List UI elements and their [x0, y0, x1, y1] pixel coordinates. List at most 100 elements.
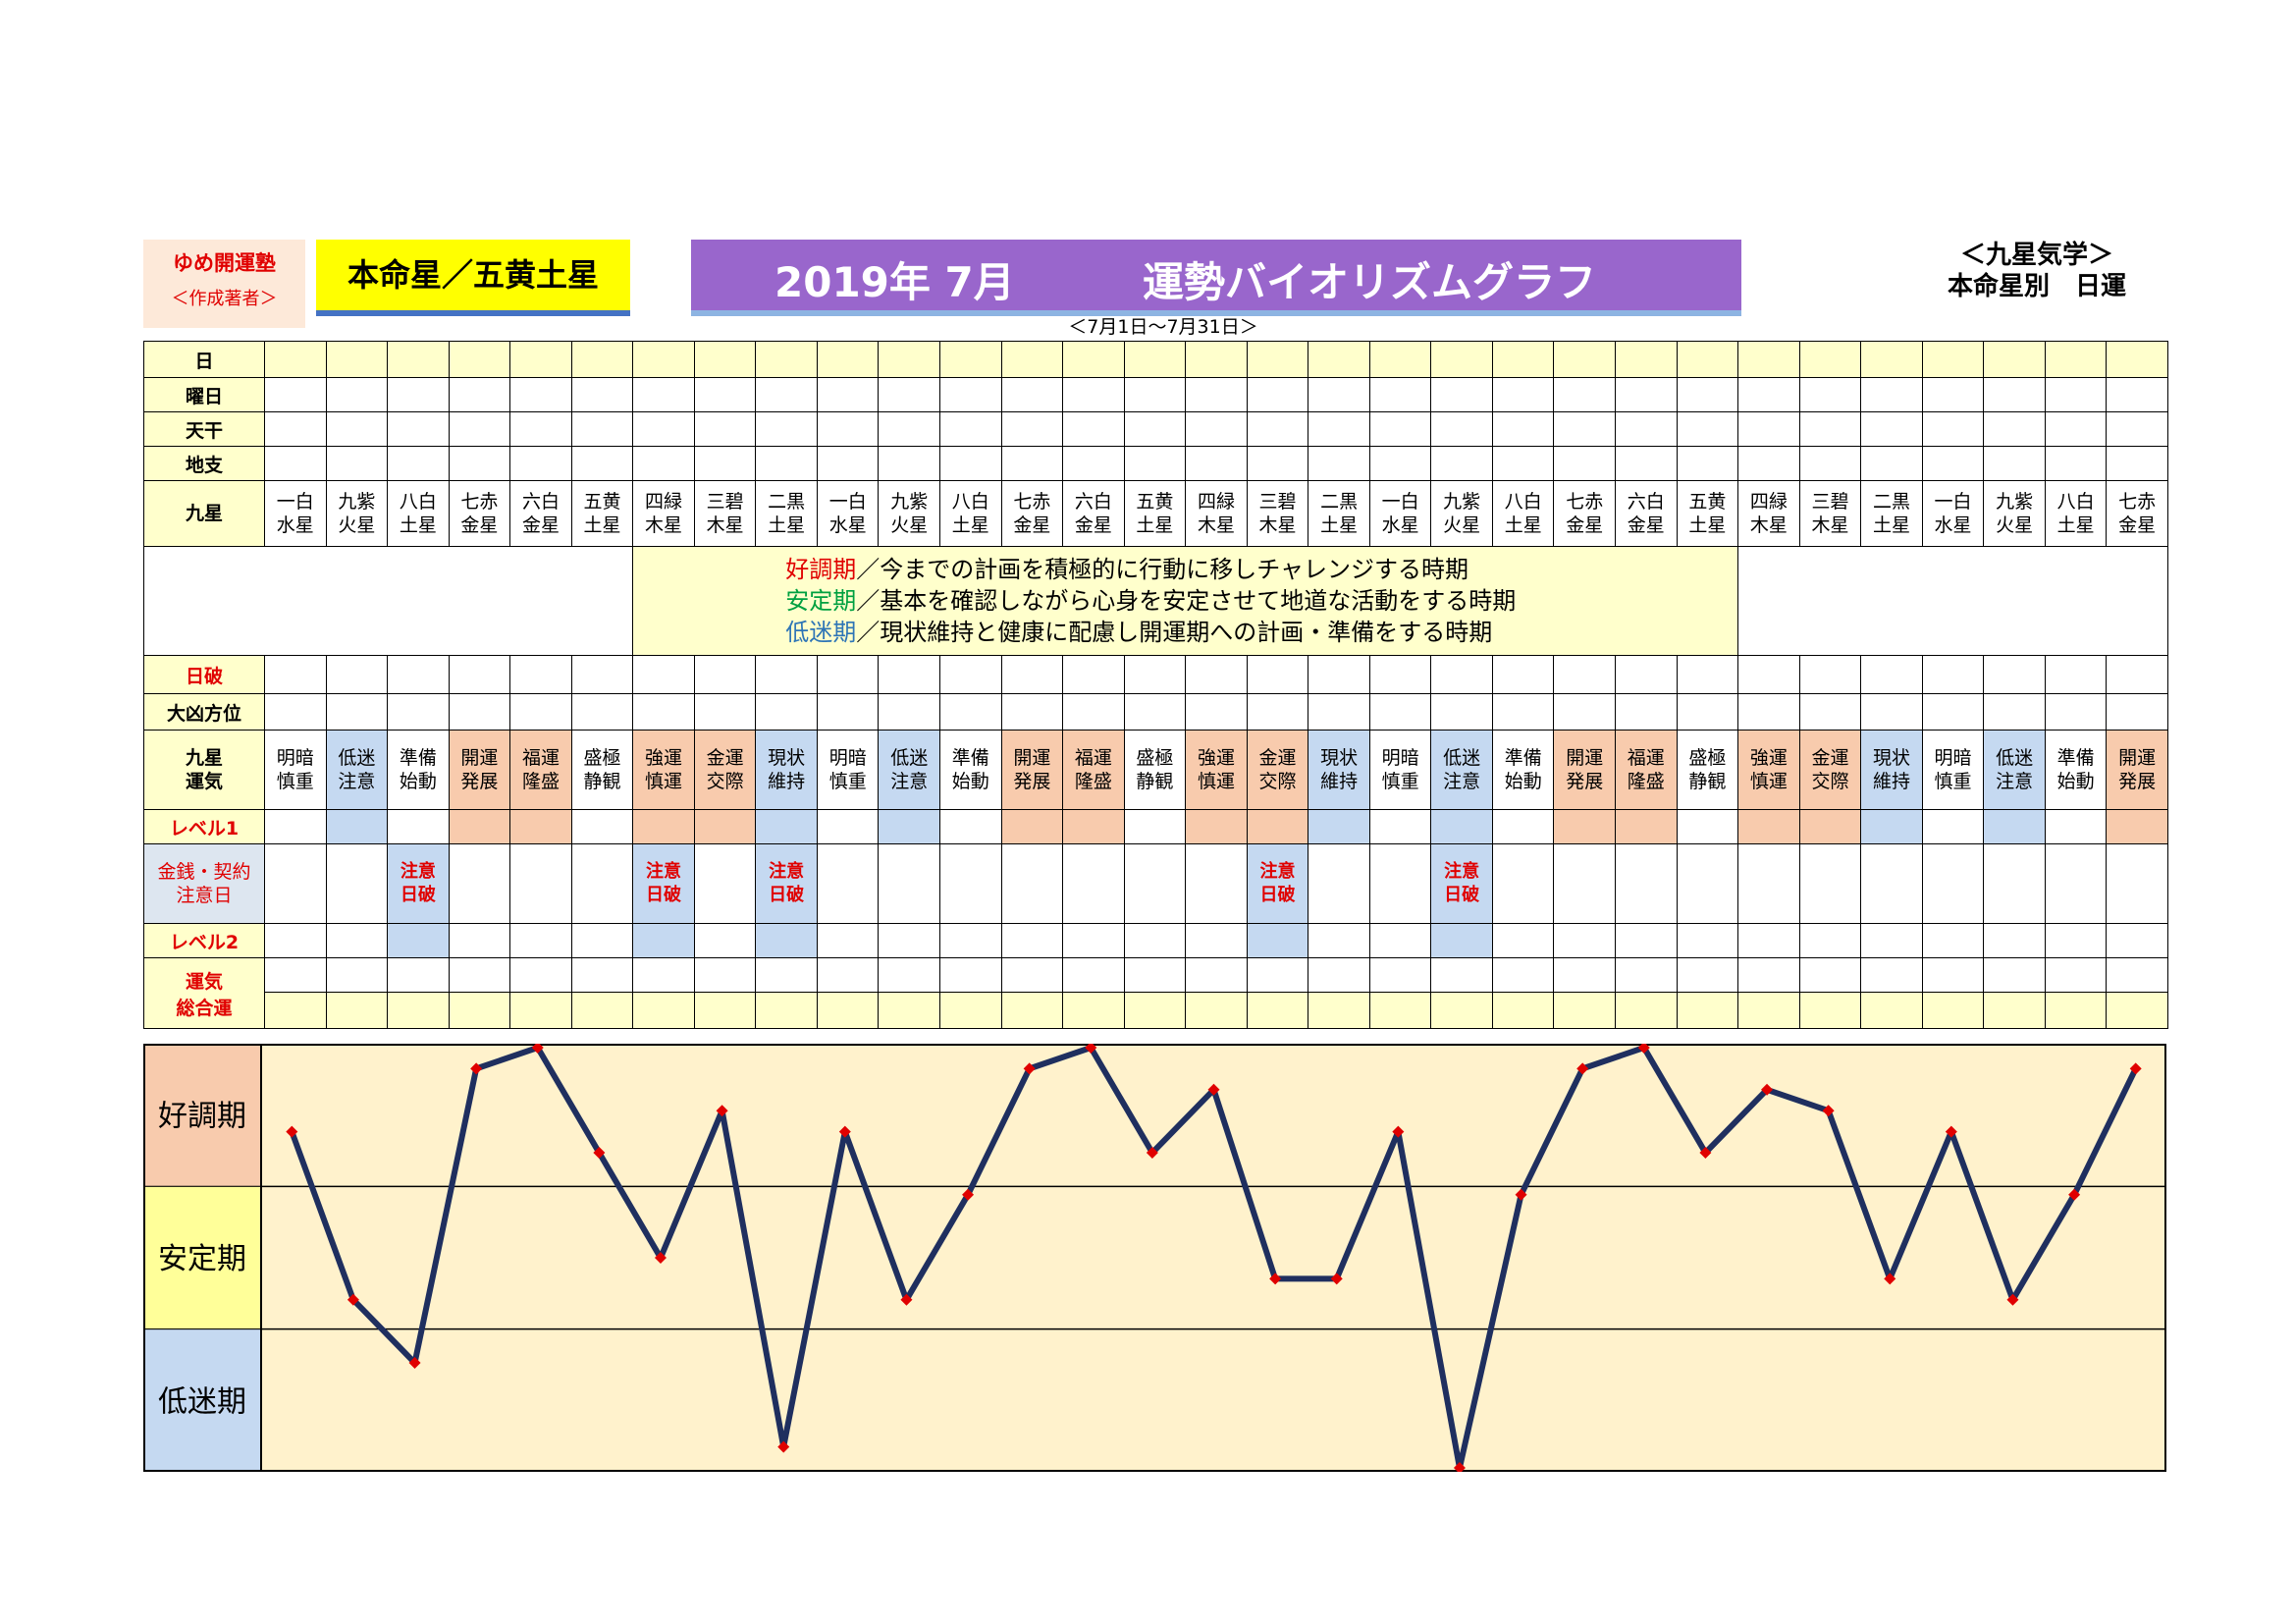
chishi-cell: [2044, 446, 2108, 481]
tenkan-cell: [1430, 411, 1493, 447]
day-cell: [1553, 992, 1617, 1029]
chishi-cell: [1676, 446, 1739, 481]
kyusei-cell: 一白 水星: [1368, 480, 1432, 547]
kyusei-cell: 一白 水星: [816, 480, 880, 547]
total-cell: [693, 957, 757, 993]
data-point: [1330, 1272, 1343, 1285]
row-label: 運気 総合運: [143, 957, 265, 1029]
day-cell: [693, 341, 757, 378]
weekday-cell: [1000, 377, 1064, 412]
level1-cell: [448, 809, 511, 844]
day-cell: [1246, 341, 1309, 378]
tenkan-cell: [2106, 411, 2168, 447]
data-point: [1884, 1272, 1896, 1285]
chishi-cell: [755, 446, 818, 481]
day-cell: [448, 992, 511, 1029]
chishi-cell: [570, 446, 634, 481]
level2-cell: [632, 923, 695, 958]
money-caution-cell: [2106, 843, 2168, 924]
direction-cell: [2106, 693, 2168, 731]
date-range-subtitle: ＜7月1日～7月31日＞: [1068, 316, 1258, 338]
money-caution-cell: [1491, 843, 1555, 924]
weekday-cell: [264, 377, 327, 412]
total-cell: [755, 957, 818, 993]
weekday-cell: [1737, 377, 1800, 412]
kyusei-cell: 三碧 木星: [1798, 480, 1862, 547]
level1-cell: [1676, 809, 1739, 844]
level1-cell: [1430, 809, 1493, 844]
level1-cell: [693, 809, 757, 844]
direction-cell: [1430, 693, 1493, 731]
band-label: 安定期: [158, 1242, 246, 1276]
level2-cell: [816, 923, 880, 958]
fortune-cell: 福運 隆盛: [1062, 730, 1125, 810]
total-cell: [1308, 957, 1370, 993]
total-cell: [448, 957, 511, 993]
chishi-cell: [1185, 446, 1248, 481]
kyusei-cell: 五黄 土星: [1123, 480, 1187, 547]
data-point: [593, 1147, 606, 1159]
honmeisei-box: 本命星／五黄土星: [316, 240, 630, 316]
kyusei-cell: 六白 金星: [1615, 480, 1678, 547]
level2-cell: [1491, 923, 1555, 958]
level1-cell: [325, 809, 389, 844]
hasa-cell: [1246, 655, 1309, 694]
legend-good-desc: ／今までの計画を積極的に行動に移しチャレンジする時期: [856, 556, 1469, 583]
chishi-cell: [1491, 446, 1555, 481]
data-point: [1146, 1147, 1158, 1159]
chishi-cell: [1737, 446, 1800, 481]
kyusei-cell: 三碧 木星: [693, 480, 757, 547]
kyusei-cell: 八白 土星: [387, 480, 450, 547]
level1-cell: [816, 809, 880, 844]
level2-cell: [2106, 923, 2168, 958]
day-cell: [1123, 341, 1187, 378]
weekday-cell: [387, 377, 450, 412]
fortune-cell: 強運 慎運: [1185, 730, 1248, 810]
total-cell: [632, 957, 695, 993]
total-cell: [1062, 957, 1125, 993]
level2-cell: [325, 923, 389, 958]
tenkan-cell: [570, 411, 634, 447]
money-caution-cell: [1860, 843, 1923, 924]
level2-cell: [1798, 923, 1862, 958]
hasa-cell: [1615, 655, 1678, 694]
day-cell: [1308, 341, 1370, 378]
row-label: 天干: [143, 411, 265, 447]
weekday-cell: [1185, 377, 1248, 412]
level1-cell: [755, 809, 818, 844]
day-cell: [1983, 341, 2046, 378]
day-cell: [1062, 341, 1125, 378]
level1-cell: [1185, 809, 1248, 844]
money-caution-cell: [1308, 843, 1370, 924]
hasa-cell: [2106, 655, 2168, 694]
data-point: [470, 1062, 483, 1075]
day-cell: [939, 341, 1002, 378]
fortune-cell: 盛極 静観: [1676, 730, 1739, 810]
level2-cell: [387, 923, 450, 958]
chishi-cell: [1000, 446, 1064, 481]
direction-cell: [1553, 693, 1617, 731]
level1-cell: [878, 809, 941, 844]
data-point: [900, 1293, 913, 1306]
level2-cell: [2044, 923, 2108, 958]
total-cell: [1983, 957, 2046, 993]
row-money: 金銭・契約 注意日 注意 日破 注意 日破 注意 日破 注意 日破 注意 日破: [143, 843, 2168, 924]
direction-cell: [325, 693, 389, 731]
chishi-cell: [1553, 446, 1617, 481]
hasa-cell: [1368, 655, 1432, 694]
chishi-cell: [1368, 446, 1432, 481]
hasa-cell: [1676, 655, 1739, 694]
chishi-cell: [1430, 446, 1493, 481]
fortune-cell: 低迷 注意: [878, 730, 941, 810]
fortune-cell: 明暗 慎重: [1368, 730, 1432, 810]
level1-cell: [570, 809, 634, 844]
weekday-cell: [1553, 377, 1617, 412]
tenkan-cell: [1185, 411, 1248, 447]
fortune-cell: 明暗 慎重: [1921, 730, 1985, 810]
weekday-cell: [1860, 377, 1923, 412]
hasa-cell: [632, 655, 695, 694]
weekday-cell: [2044, 377, 2108, 412]
tenkan-cell: [1676, 411, 1739, 447]
hasa-cell: [693, 655, 757, 694]
legend-cell: 好調期／今までの計画を積極的に行動に移しチャレンジする時期 安定期／基本を確認しな…: [632, 546, 1739, 656]
